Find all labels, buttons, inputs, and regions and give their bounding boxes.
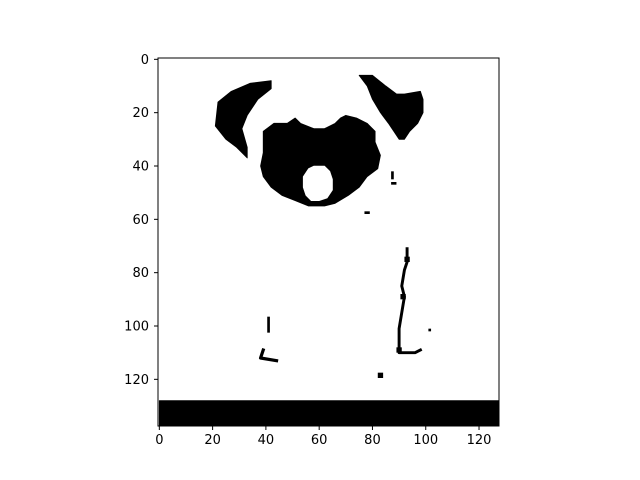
speck-3 xyxy=(364,211,370,214)
speck-1 xyxy=(391,171,394,180)
mouth-opening xyxy=(302,165,333,201)
plot-area xyxy=(157,57,500,427)
x-tick-label: 20 xyxy=(204,433,221,448)
x-tick-label: 0 xyxy=(155,433,163,448)
image-layer xyxy=(158,74,499,426)
right-side-contour xyxy=(397,247,423,355)
y-tick-label: 120 xyxy=(124,373,149,388)
x-tick-label: 120 xyxy=(467,433,492,448)
speck-8 xyxy=(400,294,406,300)
y-tick-label: 80 xyxy=(132,266,149,281)
right-ear xyxy=(358,74,424,140)
left-paw xyxy=(258,347,279,363)
x-tick-label: 60 xyxy=(311,433,328,448)
speck-2 xyxy=(391,182,397,185)
y-axis: 0 20 40 60 80 100 120 xyxy=(124,53,158,388)
y-tick-label: 40 xyxy=(132,160,149,175)
left-ear xyxy=(214,80,272,159)
y-tick-label: 20 xyxy=(132,106,149,121)
face-mask xyxy=(260,114,381,207)
speck-6 xyxy=(377,372,384,378)
speck-4 xyxy=(404,256,410,262)
x-tick-label: 40 xyxy=(258,433,275,448)
y-tick-label: 60 xyxy=(132,213,149,228)
image-background xyxy=(158,58,499,426)
y-tick-label: 0 xyxy=(141,53,149,68)
x-axis: 0 20 40 60 80 100 120 xyxy=(155,426,491,448)
speck-7 xyxy=(396,347,402,353)
x-tick-label: 80 xyxy=(364,433,381,448)
x-tick-label: 100 xyxy=(413,433,438,448)
speck-5 xyxy=(428,328,432,332)
bottom-band xyxy=(158,400,499,426)
axes-frame xyxy=(157,57,500,427)
y-tick-label: 100 xyxy=(124,320,149,335)
